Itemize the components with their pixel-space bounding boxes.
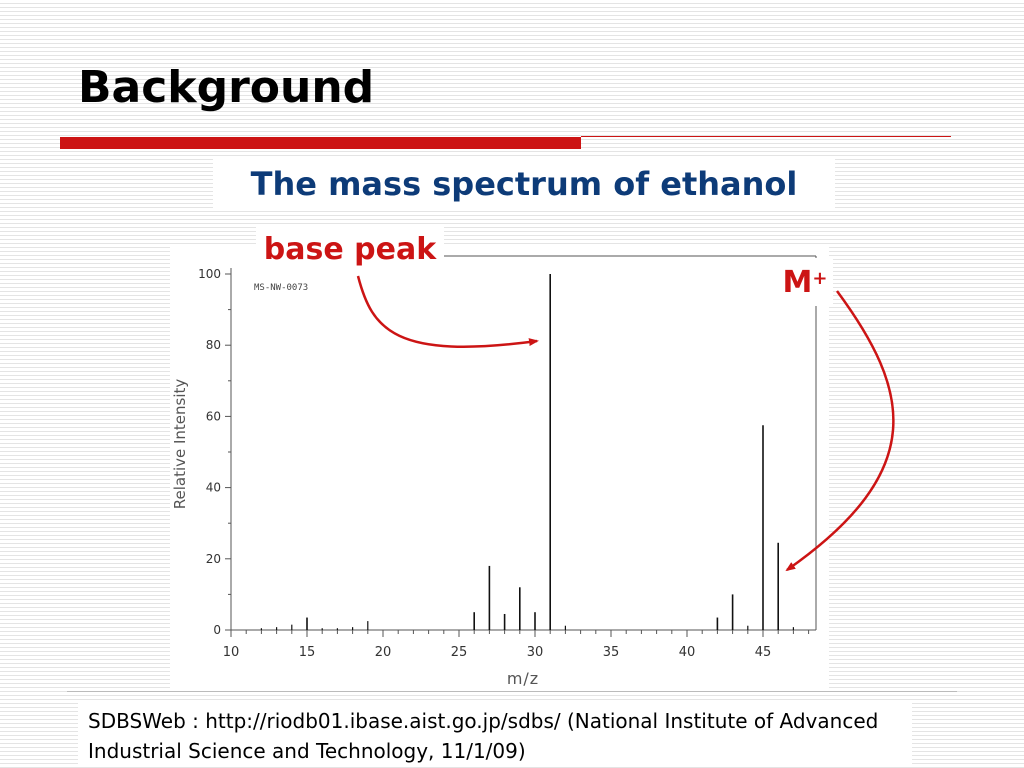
molecular-ion-charge: + xyxy=(812,267,828,289)
base-peak-label: base peak xyxy=(256,225,444,273)
source-citation: SDBSWeb : http://riodb01.ibase.aist.go.j… xyxy=(78,700,912,766)
spectrum-peaks xyxy=(260,274,795,630)
y-axis-label: Relative Intensity xyxy=(171,379,189,510)
x-tick-label: 15 xyxy=(299,645,316,660)
molecular-ion-text: M xyxy=(782,264,813,300)
x-tick-label: 45 xyxy=(755,645,772,660)
title-underline-thick xyxy=(60,137,581,149)
spectrum-plot: 0 20 40 60 80 100 10 15 20 25 30 35 40 45 MS-NW-0073… xyxy=(171,255,817,688)
x-axis-label: m/z xyxy=(507,669,539,688)
spectrum-code: MS-NW-0073 xyxy=(254,283,308,293)
x-tick-label: 30 xyxy=(527,645,544,660)
y-tick-label: 80 xyxy=(206,338,221,352)
x-tick-label: 10 xyxy=(223,645,240,660)
base-peak-text: base peak xyxy=(263,231,437,267)
x-tick-label: 20 xyxy=(375,645,392,660)
x-tick-label: 40 xyxy=(679,645,696,660)
y-tick-label: 40 xyxy=(206,481,221,495)
y-tick-label: 60 xyxy=(206,409,221,423)
slide-title: Background xyxy=(78,62,375,113)
x-tick-label: 25 xyxy=(451,645,468,660)
y-tick-label: 0 xyxy=(213,623,221,637)
chart-subtitle: The mass spectrum of ethanol xyxy=(213,157,835,210)
y-tick-label: 20 xyxy=(206,552,221,566)
molecular-ion-label: M + xyxy=(777,258,833,306)
x-ticks: 10 15 20 25 30 35 40 45 xyxy=(223,630,810,660)
footer-divider xyxy=(67,691,957,692)
y-ticks: 0 20 40 60 80 100 xyxy=(198,267,231,637)
x-tick-label: 35 xyxy=(603,645,620,660)
mass-spectrum-chart: 0 20 40 60 80 100 10 15 20 25 30 35 40 45 MS-NW-0073… xyxy=(170,244,829,688)
y-tick-label: 100 xyxy=(198,267,221,281)
title-underline-thin xyxy=(581,136,951,137)
